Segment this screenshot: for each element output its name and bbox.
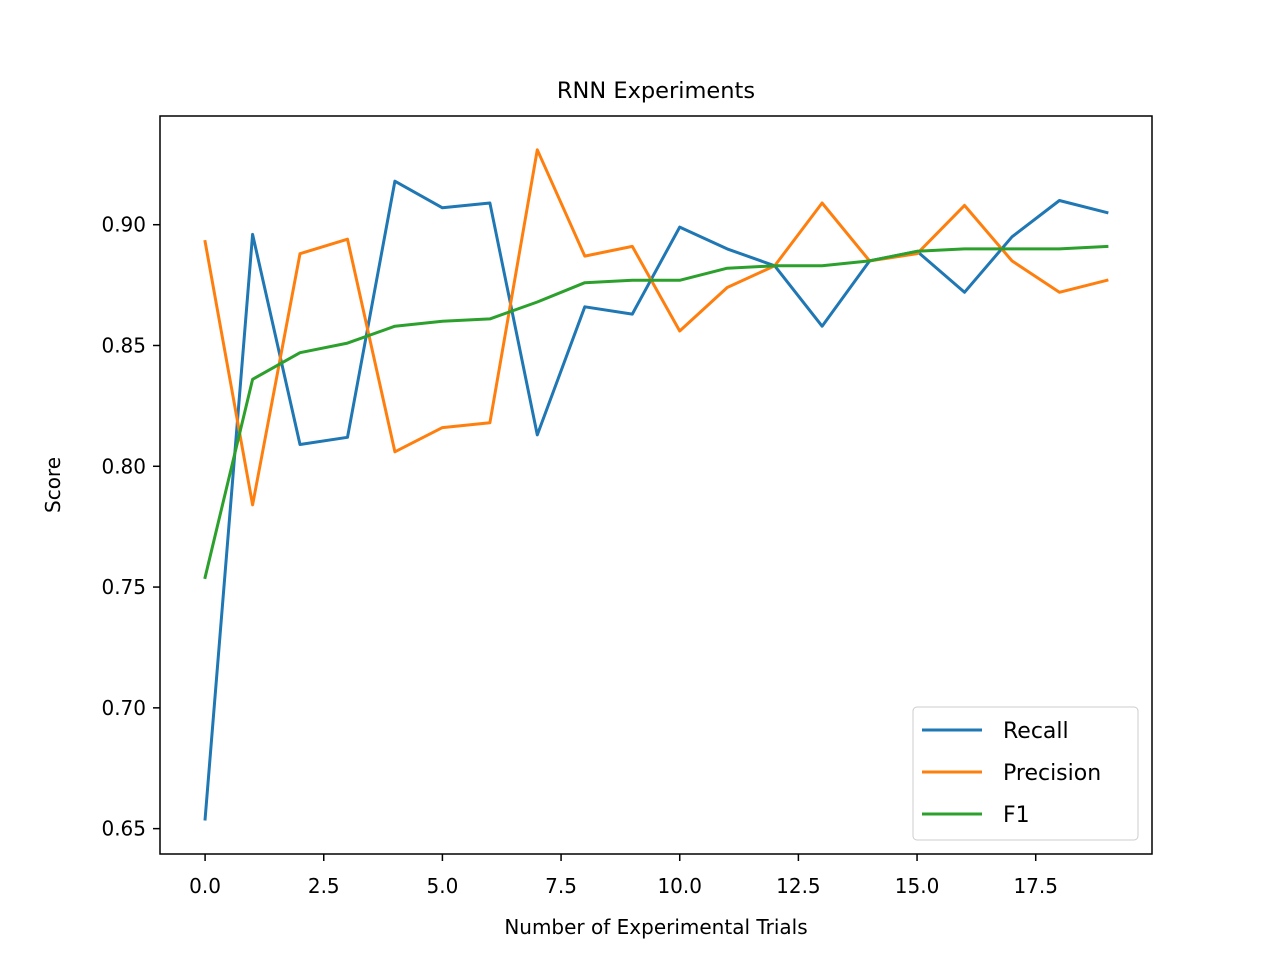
- series-line-f1: [203, 244, 1109, 580]
- y-tick-label: 0.70: [101, 696, 146, 720]
- legend-items: Recall Precision F1: [922, 719, 1101, 828]
- legend-box: [912, 706, 1139, 841]
- series-line-recall: [203, 179, 1109, 821]
- y-tick-label: 0.90: [101, 213, 146, 237]
- x-tick-label: 0.0: [189, 874, 221, 898]
- x-tick-label: 15.0: [895, 874, 940, 898]
- y-tick-label: 0.75: [101, 575, 146, 599]
- plot-lines: [203, 148, 1109, 821]
- x-axis: 0.0 2.5 5.0 7.5 10.0 12.5 15.0 17.5: [189, 854, 1058, 898]
- y-tick-label: 0.85: [101, 333, 146, 357]
- chart-title: RNN Experiments: [557, 78, 755, 104]
- x-tick-label: 7.5: [545, 874, 577, 898]
- series-line-precision: [203, 148, 1109, 507]
- y-axis-label: Score: [41, 457, 65, 513]
- legend-label-precision: Precision: [1003, 761, 1101, 786]
- legend: Recall Precision F1: [912, 706, 1139, 841]
- y-axis: 0.65 0.70 0.75 0.80 0.85 0.90: [101, 213, 160, 841]
- x-tick-label: 10.0: [657, 874, 702, 898]
- x-tick-label: 5.0: [427, 874, 459, 898]
- plot-area-frame: [159, 115, 1153, 855]
- x-axis-label: Number of Experimental Trials: [504, 915, 807, 939]
- x-tick-label: 12.5: [776, 874, 821, 898]
- legend-label-recall: Recall: [1003, 719, 1069, 744]
- legend-label-f1: F1: [1003, 803, 1030, 828]
- x-tick-label: 2.5: [308, 874, 340, 898]
- x-tick-label: 17.5: [1013, 874, 1058, 898]
- y-tick-label: 0.65: [101, 817, 146, 841]
- y-tick-label: 0.80: [101, 454, 146, 478]
